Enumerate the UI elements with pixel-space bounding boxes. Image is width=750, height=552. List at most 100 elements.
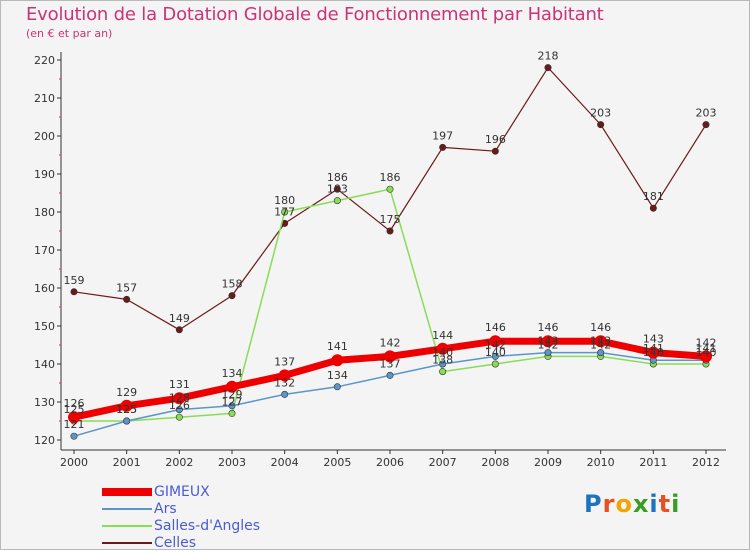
chart-title: Evolution de la Dotation Globale de Fonc… <box>26 4 604 25</box>
legend-label-celles: Celles <box>154 535 197 551</box>
y-tick-label: 190 <box>34 168 55 181</box>
legend-label-ars: Ars <box>154 501 177 517</box>
legend-label-gimeux: GIMEUX <box>154 484 210 500</box>
logo-letter: P <box>584 490 603 518</box>
x-tick-label: 2002 <box>165 456 193 469</box>
data-point-salles-d-angles <box>281 208 289 216</box>
legend-swatch-ars <box>102 508 152 510</box>
data-label-salles-d-angles: 140 <box>485 346 506 359</box>
data-point-gimeux <box>120 399 133 412</box>
data-label-ars: 143 <box>538 335 559 348</box>
data-label-salles-d-angles: 138 <box>432 354 453 367</box>
data-point-gimeux <box>489 335 502 348</box>
x-tick-label: 2005 <box>323 456 351 469</box>
logo-letter: t <box>658 490 672 518</box>
x-tick-label: 2011 <box>639 456 667 469</box>
data-label-salles-d-angles: 142 <box>590 338 611 351</box>
legend-label-salles-d-angles: Salles-d'Angles <box>154 518 261 534</box>
x-tick-label: 2004 <box>271 456 299 469</box>
data-label-ars: 121 <box>64 418 85 431</box>
x-tick-label: 2003 <box>218 456 246 469</box>
data-label-gimeux: 126 <box>64 397 85 410</box>
x-tick-label: 2001 <box>113 456 141 469</box>
data-label-celles: 218 <box>538 50 559 63</box>
data-point-celles <box>597 121 605 129</box>
data-label-celles: 196 <box>485 133 506 146</box>
data-point-celles <box>544 64 552 72</box>
data-point-celles <box>439 143 447 151</box>
data-point-celles <box>386 227 394 235</box>
series-layer <box>68 64 712 440</box>
series-line-celles <box>73 66 707 331</box>
data-point-celles <box>333 185 341 193</box>
data-label-celles: 159 <box>64 274 85 287</box>
x-tick-label: 2008 <box>481 456 509 469</box>
data-point-celles <box>228 292 236 300</box>
data-point-gimeux <box>68 411 80 424</box>
data-label-celles: 186 <box>327 171 348 184</box>
data-point-ars <box>123 417 131 425</box>
data-point-ars <box>597 349 605 357</box>
data-label-gimeux: 134 <box>222 367 243 380</box>
data-label-salles-d-angles: 140 <box>696 346 717 359</box>
data-label-ars: 141 <box>643 342 664 355</box>
data-label-gimeux: 142 <box>696 336 717 349</box>
data-label-ars: 132 <box>274 376 295 389</box>
data-label-salles-d-angles: 142 <box>538 338 559 351</box>
x-tick-label: 2012 <box>692 456 720 469</box>
data-label-gimeux: 146 <box>538 321 559 334</box>
chart-subtitle: (en € et par an) <box>26 27 113 40</box>
x-tick-label: 2009 <box>534 456 562 469</box>
y-tick-label: 160 <box>34 282 55 295</box>
data-label-gimeux: 141 <box>327 340 348 353</box>
data-point-gimeux <box>700 350 712 363</box>
data-label-ars: 134 <box>327 369 348 382</box>
x-tick-label: 2006 <box>376 456 404 469</box>
logo-letter: i <box>671 490 681 518</box>
y-tick-label: 120 <box>34 434 55 447</box>
data-label-celles: 181 <box>643 190 664 203</box>
data-point-ars <box>333 383 341 391</box>
data-point-salles-d-angles <box>439 368 447 376</box>
data-label-gimeux: 142 <box>380 336 401 349</box>
data-point-celles <box>491 147 499 155</box>
data-point-salles-d-angles <box>386 185 394 193</box>
data-point-ars <box>175 406 183 414</box>
data-label-gimeux: 137 <box>274 355 295 368</box>
data-label-ars: 128 <box>169 392 190 405</box>
data-label-celles: 175 <box>380 213 401 226</box>
data-label-ars: 141 <box>696 342 717 355</box>
data-label-celles: 197 <box>432 129 453 142</box>
data-point-ars <box>491 352 499 360</box>
y-tick-label: 220 <box>34 54 55 67</box>
data-point-celles <box>175 326 183 334</box>
data-label-celles: 149 <box>169 312 190 325</box>
data-label-salles-d-angles: 140 <box>643 346 664 359</box>
data-point-gimeux <box>173 392 186 405</box>
data-label-celles: 203 <box>696 107 717 120</box>
x-tick-label: 2007 <box>429 456 457 469</box>
data-label-ars: 142 <box>485 338 506 351</box>
legend-swatch-gimeux <box>102 488 152 496</box>
data-label-salles-d-angles: 180 <box>274 194 295 207</box>
data-label-salles-d-angles: 125 <box>64 403 85 416</box>
y-tick-label: 150 <box>34 320 55 333</box>
data-point-gimeux <box>542 335 554 348</box>
data-label-ars: 140 <box>432 346 453 359</box>
data-point-gimeux <box>594 335 607 348</box>
x-tick-label: 2010 <box>587 456 615 469</box>
data-label-salles-d-angles: 126 <box>169 399 190 412</box>
y-tick-label: 140 <box>34 358 55 371</box>
data-point-ars <box>281 390 289 398</box>
data-label-celles: 177 <box>274 205 295 218</box>
logo-letter: i <box>649 490 659 518</box>
data-label-ars: 143 <box>590 335 611 348</box>
data-point-gimeux <box>647 346 660 359</box>
data-label-gimeux: 131 <box>169 378 190 391</box>
data-label-ars: 125 <box>116 403 137 416</box>
data-point-gimeux <box>226 380 238 393</box>
data-label-salles-d-angles: 125 <box>116 403 137 416</box>
data-label-gimeux: 146 <box>485 321 506 334</box>
data-label-gimeux: 146 <box>590 321 611 334</box>
